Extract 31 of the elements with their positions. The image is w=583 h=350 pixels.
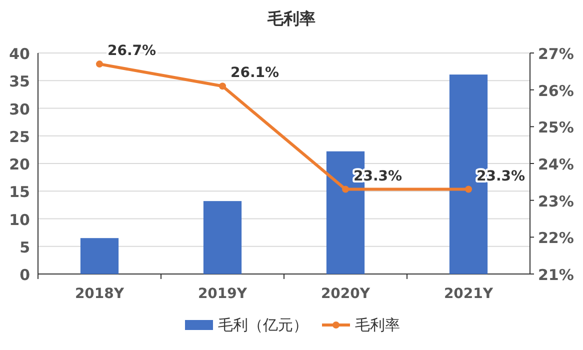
bar bbox=[203, 201, 242, 274]
x-tick-label: 2019Y bbox=[198, 286, 248, 302]
y-tick-label: 0 bbox=[20, 266, 30, 284]
y2-tick-label: 27% bbox=[538, 45, 574, 63]
y-tick-label: 40 bbox=[9, 45, 30, 63]
y-tick-label: 5 bbox=[20, 238, 30, 256]
data-label: 26.1% bbox=[230, 65, 280, 82]
point bbox=[465, 186, 472, 193]
y-tick-label: 35 bbox=[9, 72, 30, 91]
chart-title: 毛利率 bbox=[266, 9, 316, 28]
bar bbox=[80, 238, 119, 274]
y2-tick-label: 22% bbox=[538, 229, 574, 248]
y-tick-label: 30 bbox=[9, 100, 30, 118]
y2-tick-label: 25% bbox=[538, 118, 574, 137]
x-tick-label: 2020Y bbox=[320, 286, 371, 302]
y2-tick-label: 21% bbox=[538, 266, 574, 284]
y2-tick-label: 24% bbox=[538, 156, 574, 174]
data-label: 26.7% bbox=[108, 43, 156, 60]
legend-label: 毛利（亿元） bbox=[218, 316, 308, 334]
legend-label: 毛利率 bbox=[355, 316, 400, 334]
point bbox=[219, 82, 226, 90]
y-tick-label: 25 bbox=[9, 128, 30, 146]
y2-tick-label: 23% bbox=[538, 192, 574, 210]
y2-tick-label: 26% bbox=[538, 82, 574, 100]
point bbox=[342, 186, 349, 193]
y-tick-label: 15 bbox=[9, 183, 30, 202]
y-tick-label: 10 bbox=[9, 210, 30, 229]
x-tick-label: 2021Y bbox=[444, 286, 494, 302]
x-tick-label: 2018Y bbox=[74, 286, 125, 302]
point bbox=[96, 60, 103, 68]
y-tick-label: 20 bbox=[9, 156, 30, 174]
